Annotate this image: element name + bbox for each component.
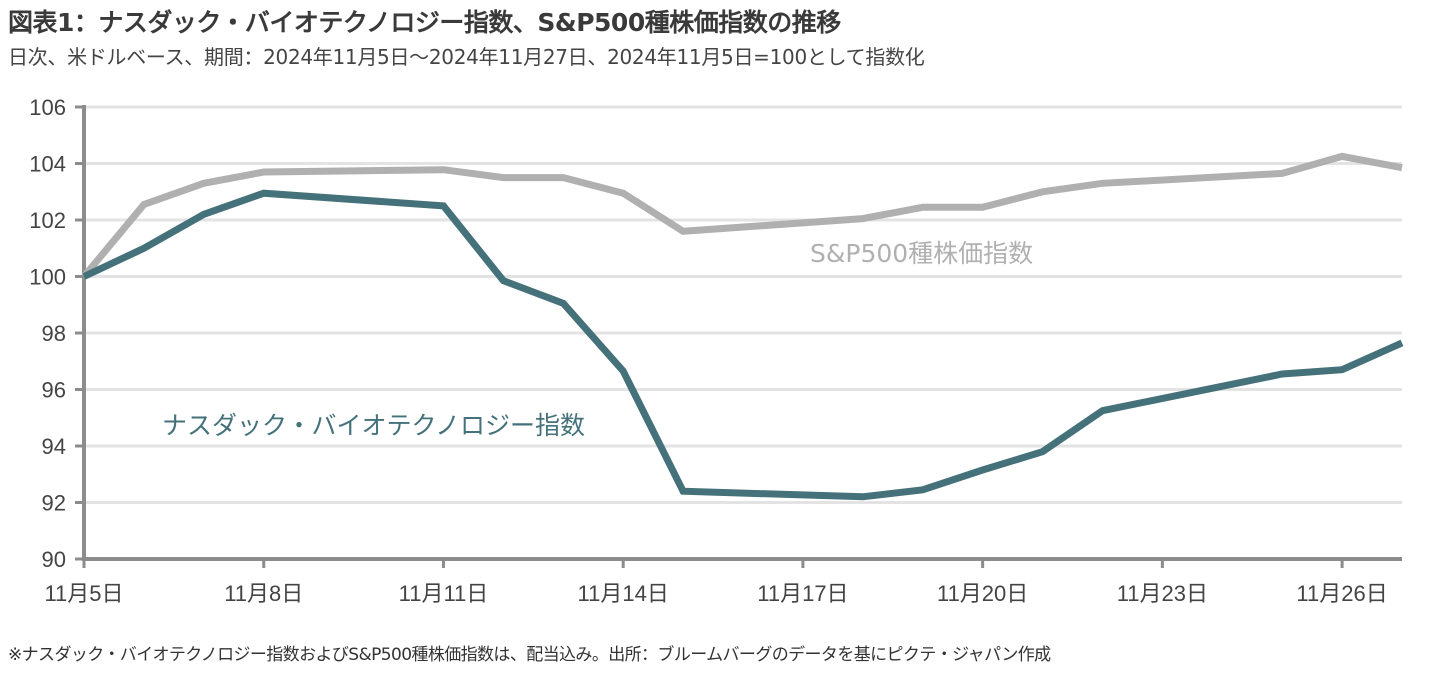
series-line-sp500 xyxy=(81,152,1403,279)
y-tick-label: 104 xyxy=(29,152,66,177)
y-axis-ticks: 90 92 94 96 98 100 102 104 106 xyxy=(29,95,84,572)
series-label-sp500: S&P500種株価指数 xyxy=(810,239,1033,268)
chart-subtitle: 日次、米ドルベース、期間：2024年11月5日～2024年11月27日、2024… xyxy=(8,45,925,69)
x-tick-label: 11月26日 xyxy=(1296,581,1387,606)
series-label-nasdaq-biotech: ナスダック・バイオテクノロジー指数 xyxy=(162,411,585,440)
x-axis-ticks: 11月5日 11月8日 11月11日 11月14日 11月17日 11月20日 11月23日… xyxy=(44,559,1388,606)
y-tick-label: 96 xyxy=(42,378,66,403)
series-line-nasdaq-biotech xyxy=(82,189,1404,501)
x-tick-label: 11月20日 xyxy=(937,581,1028,606)
y-tick-label: 92 xyxy=(42,491,66,516)
y-tick-label: 106 xyxy=(29,95,66,120)
x-tick-label: 11月23日 xyxy=(1117,581,1208,606)
x-tick-label: 11月14日 xyxy=(578,581,669,606)
x-tick-label: 11月17日 xyxy=(757,581,848,606)
gridlines xyxy=(84,105,1402,504)
x-tick-label: 11月5日 xyxy=(44,581,123,606)
y-tick-label: 100 xyxy=(29,265,66,290)
x-tick-label: 11月8日 xyxy=(224,581,303,606)
series-lines xyxy=(81,152,1404,501)
y-tick-label: 98 xyxy=(42,321,66,346)
chart-title: 図表1：ナスダック・バイオテクノロジー指数、S&P500種株価指数の推移 xyxy=(8,8,841,37)
y-tick-label: 94 xyxy=(42,434,66,459)
footnote-source: ※ナスダック・バイオテクノロジー指数およびS&P500種株価指数は、配当込み。出… xyxy=(8,645,1051,665)
x-tick-label: 11月11日 xyxy=(399,581,489,606)
y-tick-label: 102 xyxy=(29,208,66,233)
y-tick-label: 90 xyxy=(42,547,66,572)
